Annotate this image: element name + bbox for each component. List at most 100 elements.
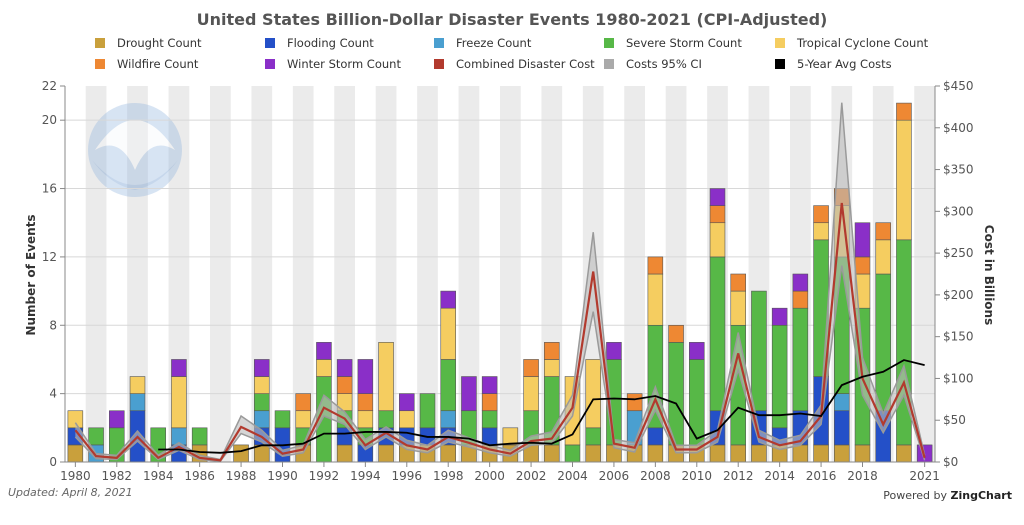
bar-1989-freeze-count bbox=[254, 410, 270, 429]
x-tick-label-2016: 2016 bbox=[806, 469, 837, 483]
bar-2008-drought-count bbox=[647, 444, 664, 463]
bar-2011-tropical-cyclone-count bbox=[709, 222, 726, 258]
bar-1993-wildfire-count bbox=[336, 376, 353, 394]
legend-label-4: Tropical Cyclone Count bbox=[796, 36, 929, 50]
x-tick-label-1984: 1984 bbox=[143, 469, 174, 483]
five-year-avg-line bbox=[158, 359, 925, 454]
bar-2020-wildfire-count bbox=[896, 102, 912, 121]
bar-2020-tropical-cyclone-count bbox=[896, 119, 912, 241]
bar-2012-tropical-cyclone-count bbox=[730, 290, 746, 326]
legend-label-6: Winter Storm Count bbox=[287, 57, 401, 71]
bar-1996-winter-storm-count bbox=[399, 393, 415, 412]
bar-2015-wildfire-count bbox=[792, 290, 809, 309]
year-band-2007 bbox=[624, 86, 645, 462]
x-tick-label-1992: 1992 bbox=[309, 469, 340, 483]
powered-by[interactable]: Powered by ZingChart bbox=[883, 489, 1012, 502]
bar-1999-winter-storm-count bbox=[461, 376, 477, 412]
bar-2000-severe-storm-count bbox=[481, 410, 498, 429]
bar-2010-severe-storm-count bbox=[689, 359, 705, 446]
y-tick-label-20: 20 bbox=[42, 113, 57, 127]
y2-tick-label-50: $50 bbox=[943, 413, 966, 427]
year-band-1991 bbox=[292, 86, 314, 462]
cost-lines bbox=[74, 102, 926, 462]
bar-1998-tropical-cyclone-count bbox=[440, 307, 456, 360]
y-tick-label-16: 16 bbox=[42, 182, 57, 196]
bar-2002-tropical-cyclone-count bbox=[523, 376, 539, 412]
x-tick-label-1996: 1996 bbox=[392, 469, 423, 483]
legend-swatch-9 bbox=[775, 59, 785, 69]
bar-2007-wildfire-count bbox=[626, 393, 643, 412]
bar-1981-severe-storm-count bbox=[88, 427, 104, 446]
bar-2011-drought-count bbox=[709, 444, 726, 463]
bar-2013-severe-storm-count bbox=[751, 290, 767, 412]
bar-1996-tropical-cyclone-count bbox=[399, 410, 415, 429]
bar-1989-winter-storm-count bbox=[254, 359, 270, 377]
legend-label-3: Severe Storm Count bbox=[626, 36, 742, 50]
bar-1983-freeze-count bbox=[129, 393, 146, 412]
bar-1993-drought-count bbox=[336, 444, 353, 463]
bar-2004-severe-storm-count bbox=[564, 444, 581, 463]
year-band-2001 bbox=[500, 86, 521, 462]
bar-2002-wildfire-count bbox=[523, 359, 539, 377]
x-tick-label-2012: 2012 bbox=[723, 469, 754, 483]
x-tick-label-1994: 1994 bbox=[350, 469, 381, 483]
y-axis-title: Number of Events bbox=[24, 214, 38, 335]
year-band-2021 bbox=[914, 86, 935, 462]
bar-2019-severe-storm-count bbox=[875, 273, 891, 412]
bar-2015-drought-count bbox=[792, 444, 809, 463]
zingchart-brand: ZingChart bbox=[951, 489, 1012, 502]
bar-2003-drought-count bbox=[544, 444, 560, 463]
legend-label-7: Combined Disaster Cost bbox=[456, 57, 595, 71]
bar-2016-tropical-cyclone-count bbox=[813, 222, 829, 241]
ci-upper-line bbox=[74, 102, 926, 461]
x-tick-label-2000: 2000 bbox=[474, 469, 505, 483]
bar-2008-flooding-count bbox=[647, 427, 664, 446]
x-tick-label-2010: 2010 bbox=[682, 469, 713, 483]
x-tick-label-1998: 1998 bbox=[433, 469, 464, 483]
bar-1998-severe-storm-count bbox=[440, 359, 456, 412]
bar-2014-severe-storm-count bbox=[771, 324, 788, 429]
legend-swatch-1 bbox=[265, 38, 275, 48]
bar-2014-winter-storm-count bbox=[771, 307, 788, 326]
legend-label-8: Costs 95% CI bbox=[626, 57, 702, 71]
bar-1989-severe-storm-count bbox=[254, 393, 270, 412]
legend-label-2: Freeze Count bbox=[456, 36, 532, 50]
y2-tick-label-100: $100 bbox=[943, 371, 974, 385]
bar-1995-severe-storm-count bbox=[378, 410, 394, 429]
y-tick-label-8: 8 bbox=[49, 318, 57, 332]
bar-2015-winter-storm-count bbox=[792, 273, 809, 292]
bar-2008-wildfire-count bbox=[647, 256, 664, 275]
legend-swatch-2 bbox=[434, 38, 444, 48]
noaa-logo-watermark bbox=[88, 103, 182, 197]
bar-1993-winter-storm-count bbox=[336, 359, 353, 377]
x-tick-label-2021: 2021 bbox=[909, 469, 940, 483]
bar-1991-tropical-cyclone-count bbox=[295, 410, 311, 429]
bar-1995-tropical-cyclone-count bbox=[378, 342, 394, 412]
bar-1995-drought-count bbox=[378, 444, 394, 463]
legend-label-9: 5-Year Avg Costs bbox=[797, 57, 892, 71]
y-tick-label-0: 0 bbox=[49, 455, 57, 469]
x-tick-label-2004: 2004 bbox=[557, 469, 588, 483]
combined-cost-line bbox=[74, 202, 926, 462]
bar-1985-winter-storm-count bbox=[171, 359, 187, 377]
legend: Drought Count Flooding Count Freeze Count S… bbox=[95, 36, 929, 71]
x-tick-label-1990: 1990 bbox=[267, 469, 298, 483]
x-tick-label-1980: 1980 bbox=[60, 469, 91, 483]
updated-note: Updated: April 8, 2021 bbox=[8, 486, 133, 499]
y2-tick-label-350: $350 bbox=[943, 163, 974, 177]
bar-2003-wildfire-count bbox=[544, 342, 560, 360]
bar-2006-winter-storm-count bbox=[606, 342, 622, 360]
y2-tick-label-300: $300 bbox=[943, 204, 974, 218]
axes: 0 4 8 12 16 20 22 $0 $50 $100 $150 $200 $250 $300 $350… bbox=[42, 79, 974, 483]
bar-2005-severe-storm-count bbox=[585, 427, 601, 446]
bar-1998-drought-count bbox=[440, 444, 456, 463]
legend-swatch-7 bbox=[434, 59, 444, 69]
bar-1992-tropical-cyclone-count bbox=[316, 359, 332, 377]
y2-tick-label-450: $450 bbox=[943, 79, 974, 93]
year-band-1981 bbox=[85, 86, 107, 462]
bar-2017-drought-count bbox=[834, 444, 850, 463]
bar-2011-winter-storm-count bbox=[709, 188, 726, 206]
y-tick-label-12: 12 bbox=[42, 250, 57, 264]
bar-2005-drought-count bbox=[585, 444, 601, 463]
